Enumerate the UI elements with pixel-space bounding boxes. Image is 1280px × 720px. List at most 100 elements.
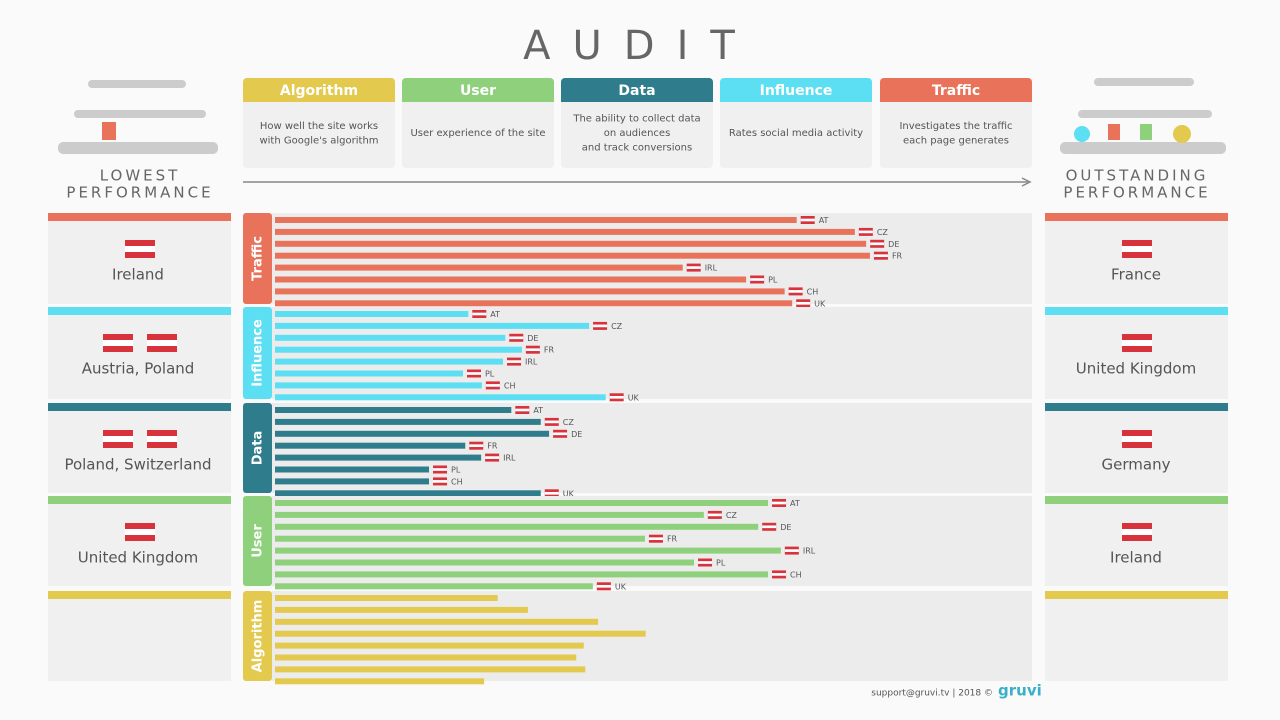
bar [275, 678, 485, 685]
card-title: Data [618, 83, 655, 99]
bar [275, 642, 584, 649]
side-country: Ireland [1110, 549, 1162, 567]
flag-stripe [125, 246, 155, 252]
bar [275, 547, 781, 554]
side-title: PERFORMANCE [66, 184, 213, 202]
bar [275, 300, 793, 307]
flag-stripe [1122, 340, 1152, 346]
bar [275, 583, 593, 590]
bar-label: PL [768, 276, 778, 285]
flag-stripe [698, 561, 713, 564]
bar-label: CH [451, 477, 463, 486]
bar-label: CH [790, 570, 802, 579]
flag-stripe [1122, 436, 1152, 442]
group-label-box [243, 496, 272, 586]
bar [275, 466, 430, 473]
bar [275, 288, 785, 295]
side-panel-bar [1045, 403, 1228, 411]
bar-label: IRL [503, 454, 516, 463]
side-title: OUTSTANDING [1066, 167, 1209, 185]
card-description: Investigates the traffic [899, 121, 1012, 132]
bar [275, 430, 550, 437]
bar [275, 276, 747, 283]
bar-label: CH [807, 287, 819, 296]
bar [275, 618, 599, 625]
flag-stripe [103, 436, 133, 442]
bar-label: CH [504, 381, 516, 390]
group-label: User [251, 524, 266, 558]
card-description: each page generates [903, 135, 1009, 146]
bar [275, 490, 541, 497]
side-country: United Kingdom [78, 549, 198, 567]
flag-stripe [593, 324, 608, 328]
card-header [720, 78, 872, 102]
bar-label: CZ [563, 418, 575, 427]
footer-brand: gruvi [998, 682, 1042, 700]
side-country: Poland, Switzerland [64, 456, 211, 474]
flag-stripe [873, 254, 888, 258]
card-description: and track conversions [582, 143, 692, 154]
bar-label: IRL [705, 264, 718, 273]
card-description: How well the site works [260, 121, 378, 132]
group-label-box [243, 591, 272, 681]
card-description: The ability to collect data [572, 114, 700, 125]
bar-label: FR [544, 346, 555, 355]
bar [275, 240, 867, 247]
group-label: Algorithm [251, 600, 266, 673]
group-label: Influence [251, 319, 266, 387]
arrow-head [1021, 177, 1032, 187]
flag-stripe [507, 360, 522, 363]
bar [275, 252, 870, 259]
bar-label: UK [615, 582, 627, 591]
bar-label: FR [892, 252, 903, 261]
side-title: PERFORMANCE [1063, 184, 1210, 202]
footer-contact: support@gruvi.tv | 2018 © [871, 689, 993, 699]
flag-stripe [772, 573, 787, 576]
bar-label: CZ [611, 322, 623, 331]
audience-left [58, 80, 218, 154]
flag-stripe [750, 278, 765, 281]
card-description: Rates social media activity [729, 128, 863, 139]
bar-label: PL [716, 559, 726, 568]
side-panel [48, 599, 231, 681]
bar-label: CZ [877, 228, 889, 237]
flag-stripe [686, 266, 701, 269]
side-panel-bar [48, 591, 231, 599]
side-country: France [1111, 266, 1161, 284]
bar [275, 358, 504, 365]
bar [275, 454, 482, 461]
flag-stripe [553, 432, 568, 436]
bar [275, 559, 695, 566]
flag-stripe [609, 395, 624, 399]
card-header [243, 78, 395, 102]
side-panel-bar [1045, 591, 1228, 599]
bar [275, 654, 577, 661]
bar [275, 370, 463, 377]
side-panel [48, 411, 231, 493]
bar-label: CZ [726, 511, 738, 520]
card-title: Influence [760, 83, 833, 99]
group-label-box [243, 213, 272, 304]
bar-label: DE [888, 240, 899, 249]
bar [275, 217, 797, 223]
side-country: Austria, Poland [82, 360, 195, 378]
flag-stripe [509, 336, 524, 340]
flag-stripe [525, 348, 540, 352]
card-title: User [460, 83, 496, 99]
flag-stripe [796, 301, 811, 305]
flag-stripe [762, 525, 777, 529]
side-panel [48, 504, 231, 586]
flag-stripe [147, 340, 177, 346]
card-header [402, 78, 554, 102]
flag-stripe [469, 444, 484, 448]
side-panel-bar [1045, 496, 1228, 504]
group-label-box [243, 403, 272, 493]
card-description: with Google's algorithm [259, 135, 378, 146]
flag-stripe [147, 436, 177, 442]
side-country: Ireland [112, 266, 164, 284]
group-label-box [243, 307, 272, 399]
side-panel [48, 315, 231, 399]
card-header [880, 78, 1032, 102]
bar [275, 346, 522, 353]
